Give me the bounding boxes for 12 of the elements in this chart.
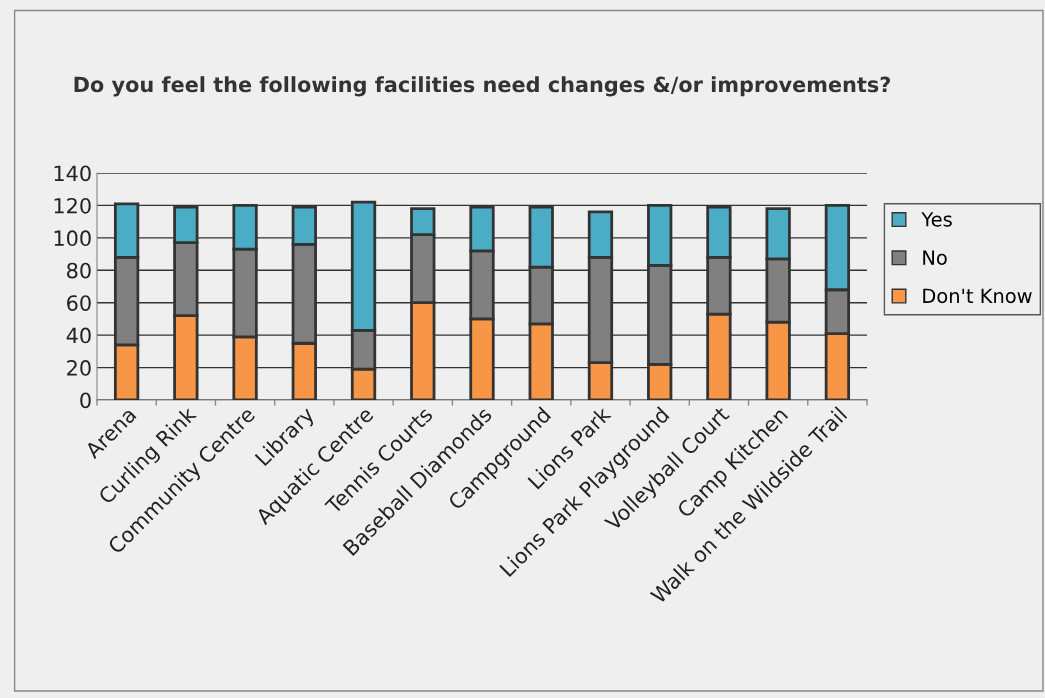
y-tick-label: 120	[54, 197, 91, 214]
y-tick-label: 80	[67, 262, 91, 279]
legend-label: Don't Know	[923, 288, 1032, 304]
y-tick-label: 40	[66, 327, 91, 344]
y-tick-label: 60	[67, 295, 91, 311]
legend-label: No	[923, 250, 947, 265]
y-tick-label: 0	[80, 392, 91, 409]
chart-title: Do you feel the following facilities need changes &/or improvements?	[74, 76, 890, 97]
y-tick-label: 140	[54, 165, 91, 182]
legend-label: Yes	[921, 212, 952, 227]
y-tick-label: 20	[67, 360, 91, 376]
y-tick-label: 100	[54, 230, 91, 247]
